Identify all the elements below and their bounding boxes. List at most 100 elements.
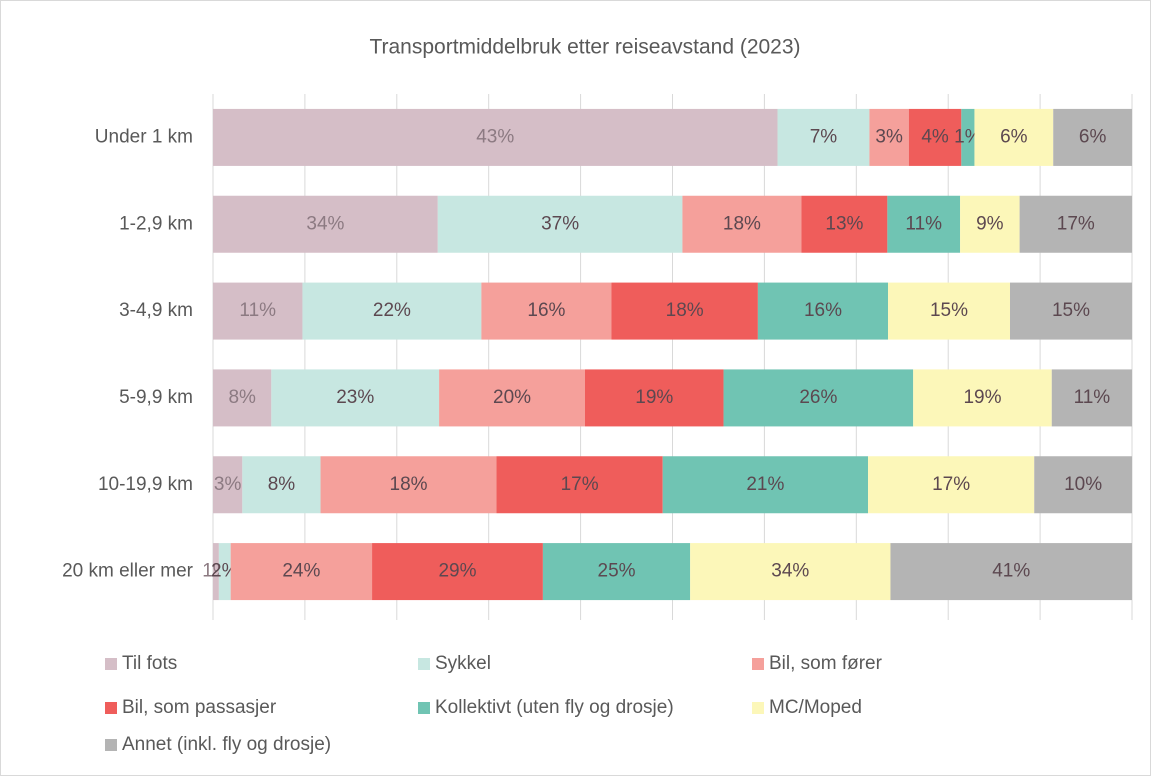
bar-segment: [439, 369, 585, 427]
bar-segment: [302, 282, 482, 340]
bar-segment: [1051, 369, 1132, 427]
data-label: 41%: [992, 561, 1030, 582]
bar-segment: [1034, 456, 1132, 514]
legend-label: Sykkel: [435, 653, 491, 674]
bar-segment: [801, 195, 888, 253]
bar-segment: [961, 108, 975, 166]
data-label: 43%: [476, 126, 514, 147]
bar-segment: [888, 282, 1011, 340]
data-label: 20%: [493, 387, 531, 408]
legend-swatch: [752, 658, 764, 670]
data-label: 10%: [1064, 474, 1102, 495]
data-label: 22%: [373, 300, 411, 321]
legend-swatch: [105, 739, 117, 751]
bar-segment: [690, 543, 891, 601]
bar-segment: [869, 108, 909, 166]
data-label: 11%: [905, 213, 942, 234]
bar-segment: [230, 543, 373, 601]
bar-segment: [213, 195, 438, 253]
bar-segment: [213, 108, 778, 166]
legend-label: Bil, som passasjer: [122, 697, 277, 718]
data-label: 18%: [666, 300, 704, 321]
bar-segment: [757, 282, 889, 340]
bar-segment: [271, 369, 440, 427]
bar-segment: [611, 282, 758, 340]
legend-label: Kollektivt (uten fly og drosje): [435, 697, 674, 718]
legend-swatch: [418, 658, 430, 670]
y-tick-label: 1-2,9 km: [119, 213, 193, 234]
data-label: 21%: [746, 474, 784, 495]
legend-swatch: [105, 658, 117, 670]
data-label: 34%: [771, 561, 809, 582]
data-label: 3%: [214, 474, 242, 495]
data-label: 24%: [282, 561, 320, 582]
legend-label: Annet (inkl. fly og drosje): [122, 734, 331, 755]
legend-label: MC/Moped: [769, 697, 862, 718]
bar-segment: [372, 543, 543, 601]
bar-segment: [1053, 108, 1132, 166]
data-label: 17%: [1057, 213, 1095, 234]
data-label: 16%: [527, 300, 565, 321]
bar-segment: [868, 456, 1035, 514]
data-label: 11%: [1074, 387, 1111, 408]
bar-segment: [320, 456, 497, 514]
data-label: 4%: [921, 126, 949, 147]
bar-segment: [213, 456, 243, 514]
bar-segment: [437, 195, 683, 253]
bar-segment: [890, 543, 1132, 601]
bar-segment: [584, 369, 724, 427]
bar-segment: [1019, 195, 1132, 253]
legend-label: Bil, som fører: [769, 653, 883, 674]
bar-segment: [213, 369, 272, 427]
bar-segment: [777, 108, 870, 166]
data-label: 19%: [963, 387, 1001, 408]
data-label: 17%: [561, 474, 599, 495]
data-label: 17%: [932, 474, 970, 495]
y-tick-label: 10-19,9 km: [98, 474, 193, 495]
data-label: 9%: [976, 213, 1004, 234]
legend-swatch: [105, 702, 117, 714]
data-label: 19%: [635, 387, 673, 408]
bar-segment: [887, 195, 961, 253]
y-tick-label: 3-4,9 km: [119, 300, 193, 321]
bar-segment: [682, 195, 802, 253]
legend-swatch: [752, 702, 764, 714]
data-label: 25%: [598, 561, 636, 582]
bar-segment: [218, 543, 231, 601]
data-label: 23%: [336, 387, 374, 408]
data-label: 16%: [804, 300, 842, 321]
bar-segment: [496, 456, 663, 514]
bar-segment: [662, 456, 869, 514]
data-label: 13%: [825, 213, 863, 234]
data-label: 15%: [1052, 300, 1090, 321]
bar-segment: [213, 282, 303, 340]
bar-segment: [213, 543, 219, 601]
data-label: 6%: [1000, 126, 1028, 147]
data-label: 18%: [390, 474, 428, 495]
bar-segment: [723, 369, 914, 427]
data-label: 3%: [875, 126, 903, 147]
y-tick-label: 20 km eller mer: [62, 561, 194, 582]
y-tick-label: Under 1 km: [95, 126, 193, 147]
data-label: 15%: [930, 300, 968, 321]
y-tick-label: 5-9,9 km: [119, 387, 193, 408]
bar-segment: [481, 282, 612, 340]
data-label: 34%: [306, 213, 344, 234]
data-label: 26%: [799, 387, 837, 408]
bar-segment: [242, 456, 321, 514]
data-label: 8%: [268, 474, 296, 495]
bar-segment: [974, 108, 1054, 166]
bar-segment: [960, 195, 1020, 253]
legend-swatch: [418, 702, 430, 714]
data-label: 37%: [541, 213, 579, 234]
legend-label: Til fots: [122, 653, 177, 674]
data-label: 7%: [810, 126, 838, 147]
bar-segment: [1010, 282, 1132, 340]
data-label: 11%: [239, 300, 276, 321]
data-label: 18%: [723, 213, 761, 234]
data-label: 8%: [228, 387, 256, 408]
bar-segment: [542, 543, 691, 601]
chart-title: Transportmiddelbruk etter reiseavstand (…: [369, 36, 800, 59]
data-label: 6%: [1079, 126, 1107, 147]
